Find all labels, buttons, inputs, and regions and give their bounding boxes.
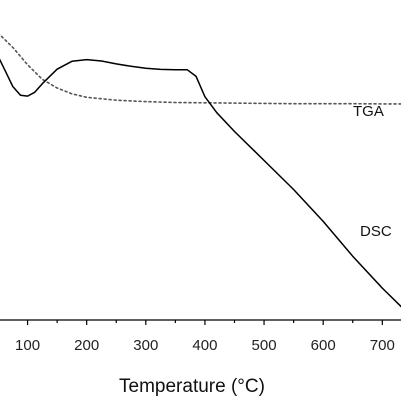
x-tick-label: 300 [133, 337, 158, 354]
x-tick-label: 600 [311, 337, 336, 354]
series-tga-line [0, 33, 401, 105]
x-axis: 100 200 300 400 500 600 700 [0, 319, 401, 354]
x-tick-label: 100 [15, 337, 40, 354]
series-dsc-label: DSC [360, 223, 392, 240]
x-axis-title: Temperature (°C) [119, 376, 265, 397]
x-tick-label: 400 [192, 337, 217, 354]
x-tick-label: 500 [252, 337, 277, 354]
x-tick-label: 200 [74, 337, 99, 354]
plot-area: TGA DSC [0, 33, 401, 308]
x-tick-label: 700 [370, 337, 395, 354]
series-dsc-line [0, 58, 401, 308]
series-tga-label: TGA [353, 103, 384, 120]
